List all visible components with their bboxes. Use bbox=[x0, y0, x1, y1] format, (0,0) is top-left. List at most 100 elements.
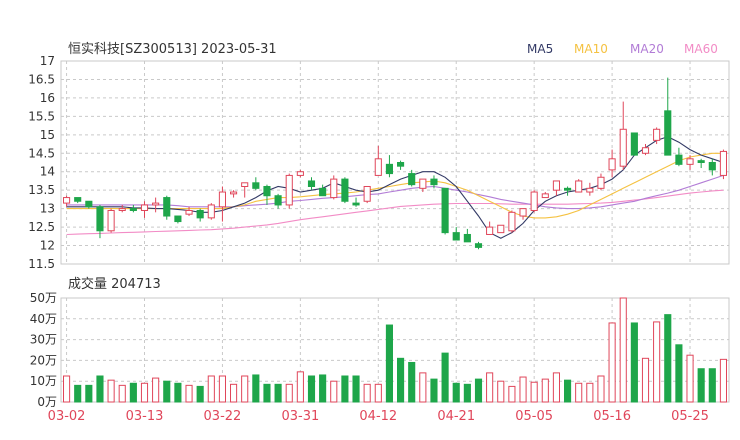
volume-bar bbox=[307, 375, 316, 403]
candle bbox=[708, 158, 716, 176]
candle bbox=[263, 184, 271, 205]
candle bbox=[608, 149, 616, 178]
candle-body bbox=[630, 132, 638, 156]
candle bbox=[107, 208, 115, 233]
candle bbox=[564, 186, 572, 196]
volume-tick-label: 50万 bbox=[30, 291, 57, 305]
candle bbox=[330, 175, 338, 200]
candle-body bbox=[664, 110, 672, 156]
volume-bar bbox=[697, 368, 705, 403]
candle-body bbox=[719, 150, 727, 176]
candle-body bbox=[96, 206, 104, 232]
candle bbox=[230, 190, 238, 198]
volume-bar bbox=[85, 384, 93, 403]
volume-bar bbox=[230, 383, 238, 403]
volume-bar bbox=[675, 344, 683, 403]
candle bbox=[597, 173, 605, 191]
price-tick-label: 16 bbox=[40, 91, 55, 105]
volume-bar bbox=[419, 372, 427, 403]
candle bbox=[664, 77, 672, 156]
date-axis: 03-02 03-13 03-22 03-31 04-12 04-21 05-05 05-16… bbox=[48, 409, 709, 424]
candle-body bbox=[552, 180, 560, 191]
volume-bar bbox=[374, 383, 382, 403]
candle bbox=[285, 173, 293, 209]
candle-body bbox=[341, 178, 349, 202]
candle-body bbox=[486, 226, 494, 235]
volume-bar bbox=[463, 383, 471, 403]
candle-body bbox=[708, 162, 716, 171]
volume-bar bbox=[140, 382, 149, 403]
date-label: 05-05 bbox=[515, 409, 553, 424]
candle-body bbox=[230, 191, 238, 195]
date-label: 03-31 bbox=[281, 409, 319, 424]
volume-bar bbox=[74, 384, 82, 403]
volume-bar bbox=[452, 382, 460, 403]
candle-body bbox=[207, 204, 215, 219]
candle-body bbox=[85, 200, 93, 208]
volume-bar bbox=[575, 382, 583, 403]
volume-bar bbox=[441, 352, 449, 403]
volume-bar bbox=[474, 378, 483, 403]
volume-bar bbox=[497, 380, 505, 403]
price-tick-label: 13.5 bbox=[28, 183, 55, 197]
candle bbox=[218, 186, 226, 222]
candle-body bbox=[385, 163, 393, 175]
candle-body bbox=[408, 173, 416, 186]
candle bbox=[352, 197, 360, 207]
candle-body bbox=[653, 128, 661, 141]
candle bbox=[408, 169, 416, 187]
volume-bar bbox=[263, 383, 271, 403]
candle bbox=[319, 184, 327, 197]
candle bbox=[363, 185, 371, 204]
price-tick-label: 12.5 bbox=[28, 220, 55, 234]
date-label: 04-21 bbox=[437, 409, 475, 424]
volume-tick-label: 20万 bbox=[30, 353, 57, 367]
candle-body bbox=[285, 174, 293, 206]
candle bbox=[419, 178, 427, 193]
candle-body bbox=[252, 182, 260, 189]
candle bbox=[619, 101, 627, 170]
candle-body bbox=[497, 224, 505, 234]
ma60-line bbox=[66, 189, 724, 236]
volume-bar bbox=[319, 374, 327, 403]
volume-bar bbox=[129, 382, 137, 403]
volume-bar bbox=[486, 372, 494, 403]
candle-body bbox=[419, 178, 427, 189]
volume-bar bbox=[63, 375, 71, 403]
volume-bar bbox=[597, 375, 605, 403]
price-tick-label: 14 bbox=[40, 165, 55, 179]
candle-body bbox=[118, 208, 126, 211]
candle bbox=[163, 195, 171, 220]
candle bbox=[541, 192, 549, 199]
price-tick-label: 15 bbox=[40, 128, 55, 142]
volume-bar bbox=[252, 374, 260, 403]
date-label: 03-13 bbox=[126, 409, 164, 424]
candle bbox=[252, 177, 260, 191]
candle-body bbox=[363, 185, 371, 202]
candle bbox=[397, 160, 405, 170]
volume-bar bbox=[719, 358, 727, 403]
volume-bar bbox=[519, 376, 527, 403]
candle-body bbox=[129, 208, 137, 211]
candle bbox=[152, 197, 160, 213]
candle bbox=[630, 132, 638, 156]
candle bbox=[274, 193, 282, 209]
date-label: 05-16 bbox=[593, 409, 631, 424]
volume-bar bbox=[664, 314, 672, 403]
ma20-line bbox=[66, 174, 724, 210]
candle bbox=[430, 175, 438, 189]
candle bbox=[85, 200, 93, 209]
candle bbox=[486, 221, 494, 235]
date-label: 03-02 bbox=[48, 409, 86, 424]
candle bbox=[552, 180, 560, 196]
candle-body bbox=[152, 202, 160, 206]
candle-body bbox=[163, 197, 171, 217]
candle-body bbox=[575, 180, 583, 193]
volume-bar bbox=[397, 357, 405, 403]
candle bbox=[129, 204, 137, 213]
volume-title: 成交量 204713 bbox=[68, 276, 161, 292]
candle bbox=[586, 182, 594, 196]
volume-bar bbox=[296, 371, 304, 403]
volume-bar bbox=[274, 383, 282, 403]
